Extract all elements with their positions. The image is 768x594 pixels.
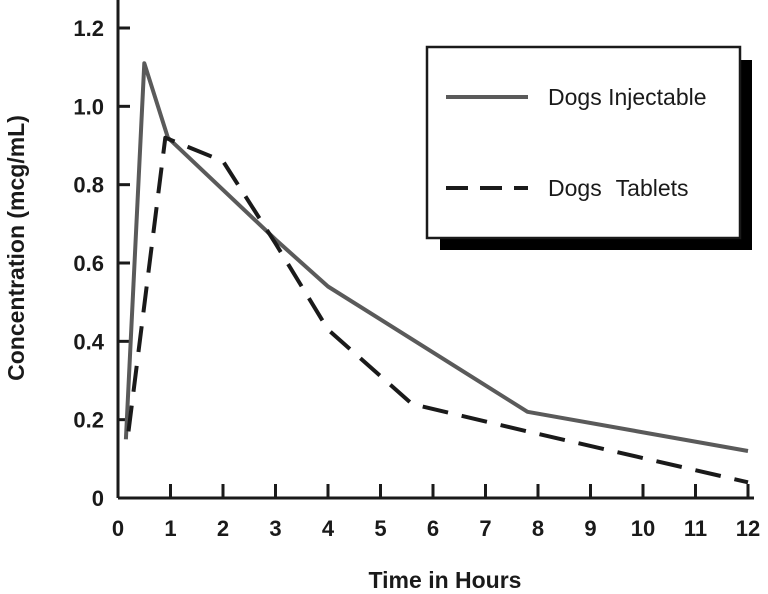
legend-box <box>425 45 742 240</box>
x-tick-label: 7 <box>479 516 491 541</box>
x-tick-label: 10 <box>631 516 655 541</box>
x-tick-label: 9 <box>584 516 596 541</box>
x-tick-label: 11 <box>684 516 707 541</box>
x-tick-label: 5 <box>374 516 386 541</box>
y-tick-label: 0.2 <box>73 408 104 433</box>
x-tick-label: 2 <box>217 516 229 541</box>
x-tick-label: 0 <box>112 516 124 541</box>
y-tick-label: 0.8 <box>73 173 104 198</box>
y-tick-label: 1.2 <box>73 16 104 41</box>
legend-label-dogs-tablets: Dogs Tablets <box>548 175 689 201</box>
x-tick-label: 6 <box>427 516 439 541</box>
x-tick-label: 12 <box>736 516 760 541</box>
y-tick-label: 0.6 <box>73 251 104 276</box>
y-tick-label: 0 <box>92 486 104 511</box>
series-line-dogs-tablets <box>126 135 749 485</box>
x-tick-label: 1 <box>164 516 176 541</box>
legend: Dogs Injectable Dogs Tablets <box>425 45 752 250</box>
x-tick-label: 3 <box>269 516 281 541</box>
y-axis-title: Concentration (mcg/mL) <box>3 115 29 381</box>
x-tick-label: 4 <box>322 516 335 541</box>
series-line-dogs-injectable <box>123 61 749 453</box>
x-axis-title: Time in Hours <box>369 567 522 593</box>
y-tick-label: 0.4 <box>73 329 104 354</box>
y-tick-label: 1.0 <box>73 94 104 119</box>
legend-label-dogs-injectable: Dogs Injectable <box>548 84 707 110</box>
y-ticks: 0 0.2 0.4 0.6 0.8 1.0 1.2 <box>73 16 130 511</box>
series-layer <box>123 61 749 485</box>
x-tick-label: 8 <box>532 516 544 541</box>
x-ticks: 0 1 2 3 4 5 6 7 8 9 10 11 12 <box>112 484 760 541</box>
